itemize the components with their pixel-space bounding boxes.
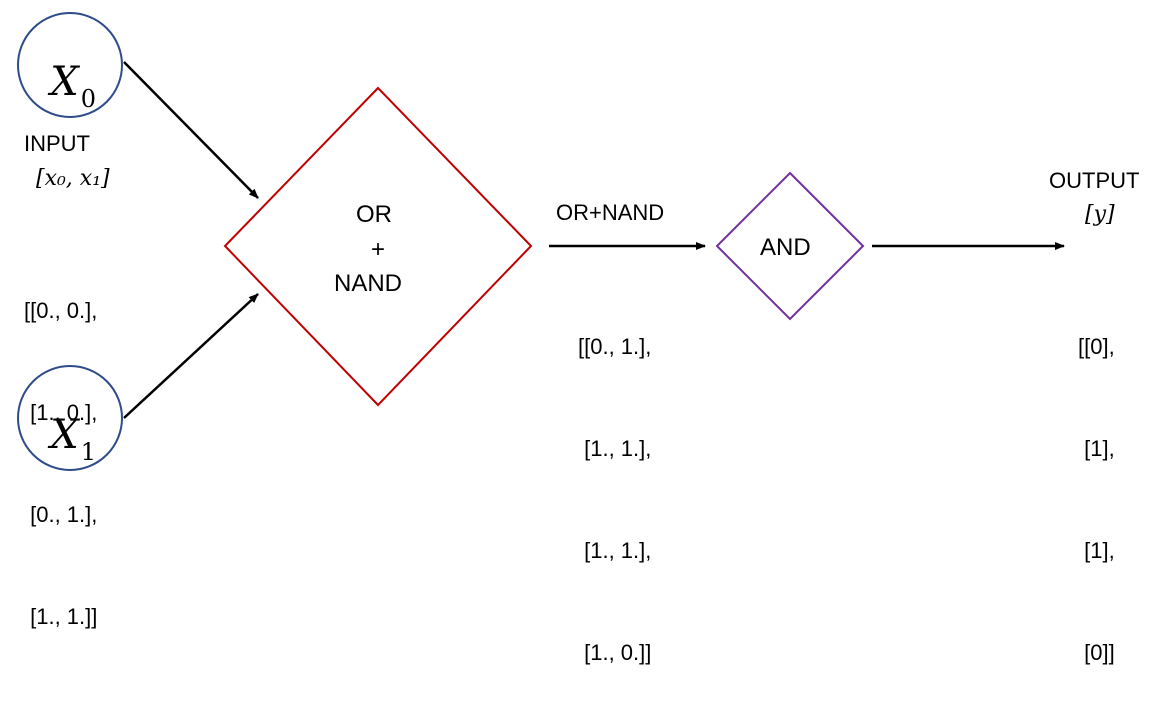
gate1-label-or: OR — [356, 201, 392, 228]
output-title: OUTPUT — [1049, 168, 1140, 193]
output-matrix-row: [[0], — [1078, 334, 1115, 359]
arrow-x1-to-gate1 — [123, 293, 259, 419]
output-vector: [y] — [1085, 202, 1115, 227]
output-matrix-row: [1], — [1078, 538, 1115, 563]
input-matrix: [[0., 0.], [1., 0.], [0., 1.], [1., 1.]] — [24, 226, 97, 668]
gate1-label-nand: NAND — [334, 270, 403, 297]
input-matrix-row: [1., 0.], — [24, 400, 98, 425]
x1-node-circle — [17, 365, 123, 471]
gate1-label-plus: + — [371, 236, 386, 263]
diagram-canvas — [17, 12, 1065, 471]
x0-subscript: 0 — [80, 85, 96, 113]
x0-node-circle — [17, 12, 123, 118]
x0-node-label: X0 — [38, 40, 96, 111]
mid-matrix-row: [1., 1.], — [578, 436, 652, 461]
x1-subscript: 1 — [80, 438, 96, 466]
input-title: INPUT — [24, 131, 90, 156]
x1-node-label: X1 — [38, 393, 96, 464]
mid-matrix: [[0., 1.], [1., 1.], [1., 1.], [1., 0.]] — [578, 262, 651, 704]
arrow-x0-to-gate1 — [123, 61, 259, 199]
output-matrix-row: [1], — [1078, 436, 1115, 461]
x0-var: X — [50, 59, 79, 105]
input-matrix-row: [[0., 0.], — [24, 298, 98, 323]
output-matrix-row: [0]] — [1078, 640, 1115, 665]
output-matrix: [[0], [1], [1], [0]] — [1078, 262, 1115, 704]
input-vector: [x₀, x₁] — [36, 166, 110, 191]
gate2-label: AND — [760, 234, 811, 261]
and-gate-diamond — [715, 171, 865, 321]
or-nand-gate-diamond — [223, 86, 533, 407]
mid-title: OR+NAND — [556, 200, 665, 225]
mid-matrix-row: [1., 0.]] — [578, 640, 652, 665]
mid-matrix-row: [1., 1.], — [578, 538, 652, 563]
input-matrix-row: [0., 1.], — [24, 502, 98, 527]
x1-var: X — [50, 412, 79, 458]
input-matrix-row: [1., 1.]] — [24, 604, 98, 629]
mid-matrix-row: [[0., 1.], — [578, 334, 652, 359]
